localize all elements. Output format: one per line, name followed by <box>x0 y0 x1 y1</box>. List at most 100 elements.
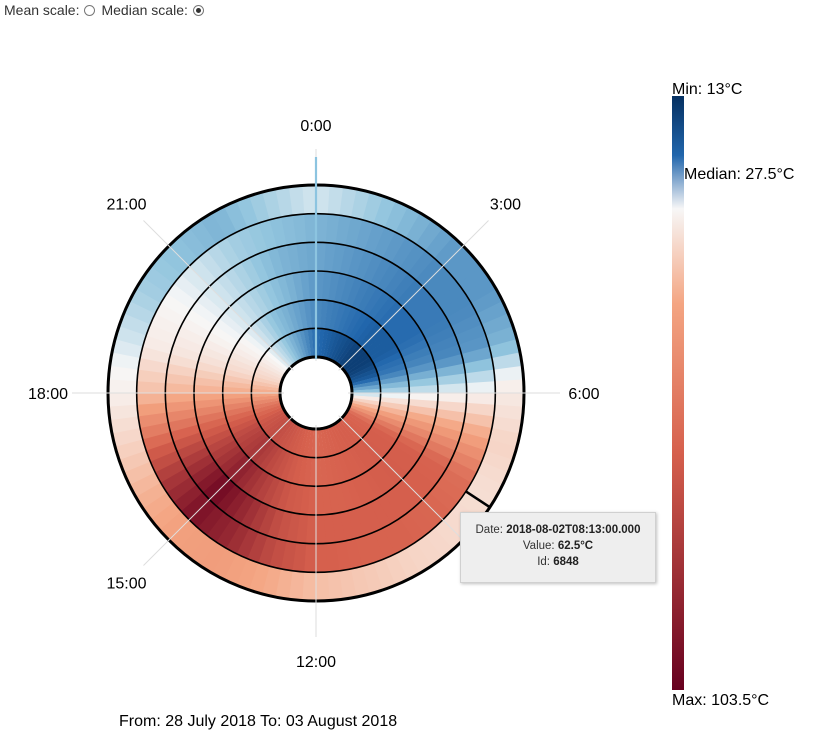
heatmap-cell[interactable] <box>367 291 391 320</box>
heatmap-cell[interactable] <box>251 380 281 389</box>
heatmap-cell[interactable] <box>485 439 517 461</box>
heatmap-cell[interactable] <box>463 412 494 429</box>
heatmap-cell[interactable] <box>285 454 300 484</box>
heatmap-cell[interactable] <box>118 449 151 473</box>
heatmap-cell[interactable] <box>215 517 241 549</box>
heatmap-cell[interactable] <box>318 428 325 458</box>
heatmap-cell[interactable] <box>129 288 162 314</box>
heatmap-cell[interactable] <box>247 470 270 499</box>
heatmap-cell[interactable] <box>209 478 236 507</box>
heatmap-cell[interactable] <box>329 333 345 361</box>
heatmap-cell[interactable] <box>376 494 400 524</box>
heatmap-cell[interactable] <box>170 424 201 442</box>
heatmap-cell[interactable] <box>406 361 436 376</box>
heatmap-cell[interactable] <box>299 427 309 457</box>
heatmap-cell[interactable] <box>335 421 356 447</box>
heatmap-cell[interactable] <box>255 283 276 313</box>
heatmap-cell[interactable] <box>435 476 466 503</box>
heatmap-cell[interactable] <box>320 428 329 458</box>
heatmap-cell[interactable] <box>384 200 409 233</box>
heatmap-cell[interactable] <box>276 510 293 541</box>
heatmap-cell[interactable] <box>276 421 296 447</box>
heatmap-cell[interactable] <box>246 531 268 563</box>
heatmap-cell[interactable] <box>350 188 371 220</box>
heatmap-cell[interactable] <box>307 486 316 515</box>
heatmap-cell[interactable] <box>203 338 233 358</box>
heatmap-cell[interactable] <box>203 428 233 447</box>
heatmap-cell[interactable] <box>299 329 310 359</box>
heatmap-cell[interactable] <box>311 428 316 458</box>
heatmap-cell[interactable] <box>226 231 250 263</box>
heatmap-cell[interactable] <box>358 438 382 464</box>
heatmap-cell[interactable] <box>214 318 243 342</box>
heatmap-cell[interactable] <box>231 494 255 524</box>
heatmap-cell[interactable] <box>257 505 277 536</box>
heatmap-cell[interactable] <box>288 570 305 601</box>
heatmap-cell[interactable] <box>212 206 238 238</box>
heatmap-cell[interactable] <box>331 512 346 543</box>
heatmap-cell[interactable] <box>279 452 296 482</box>
heatmap-cell[interactable] <box>173 334 204 354</box>
heatmap-cell[interactable] <box>200 345 230 363</box>
heatmap-cell[interactable] <box>441 293 472 319</box>
heatmap-cell[interactable] <box>334 336 353 364</box>
heatmap-cell[interactable] <box>377 362 407 377</box>
heatmap-cell[interactable] <box>383 489 408 519</box>
heatmap-cell[interactable] <box>214 444 242 468</box>
heatmap-cell[interactable] <box>138 412 169 428</box>
heatmap-cell[interactable] <box>206 433 236 454</box>
heatmap-cell[interactable] <box>240 498 263 529</box>
heatmap-cell[interactable] <box>202 473 230 500</box>
heatmap-cell[interactable] <box>323 513 336 544</box>
heatmap-cell[interactable] <box>349 368 378 382</box>
heatmap-cell[interactable] <box>434 236 464 267</box>
heatmap-cell[interactable] <box>377 409 407 424</box>
heatmap-cell[interactable] <box>267 247 285 278</box>
heatmap-cell[interactable] <box>199 541 227 574</box>
heatmap-cell[interactable] <box>291 301 304 331</box>
heatmap-cell[interactable] <box>165 400 196 413</box>
heatmap-cell[interactable] <box>135 482 167 509</box>
heatmap-cell[interactable] <box>241 466 265 495</box>
heatmap-cell[interactable] <box>325 542 340 572</box>
heatmap-cell[interactable] <box>328 455 341 485</box>
heatmap-cell[interactable] <box>331 335 349 362</box>
heatmap-cell[interactable] <box>373 528 396 559</box>
heatmap-cell[interactable] <box>379 401 409 412</box>
heatmap-cell[interactable] <box>286 512 301 543</box>
heatmap-cell[interactable] <box>159 510 190 541</box>
heatmap-cell[interactable] <box>325 214 341 244</box>
heatmap-cell[interactable] <box>115 325 147 347</box>
heatmap-cell[interactable] <box>185 453 215 477</box>
heatmap-cell[interactable] <box>327 185 344 216</box>
heatmap-cell[interactable] <box>111 338 143 359</box>
heatmap-cell[interactable] <box>259 315 281 342</box>
heatmap-cell[interactable] <box>328 272 341 302</box>
heatmap-cell[interactable] <box>307 328 314 358</box>
heatmap-cell[interactable] <box>355 441 378 468</box>
heatmap-cell[interactable] <box>316 185 331 215</box>
heatmap-cell[interactable] <box>402 423 432 441</box>
heatmap-cell[interactable] <box>222 392 252 400</box>
heatmap-cell[interactable] <box>429 274 459 302</box>
heatmap-cell[interactable] <box>493 365 524 382</box>
heatmap-cell[interactable] <box>327 426 341 455</box>
heatmap-cell[interactable] <box>339 418 362 442</box>
heatmap-cell[interactable] <box>150 313 182 336</box>
heatmap-cell[interactable] <box>225 362 255 377</box>
heatmap-cell[interactable] <box>405 542 432 574</box>
heatmap-cell[interactable] <box>235 462 260 490</box>
heatmap-cell[interactable] <box>269 277 287 307</box>
heatmap-cell[interactable] <box>377 262 401 292</box>
heatmap-cell[interactable] <box>206 331 236 352</box>
heatmap-cell[interactable] <box>173 274 204 302</box>
heatmap-cell[interactable] <box>258 219 278 251</box>
heatmap-cell[interactable] <box>291 331 305 360</box>
heatmap-cell[interactable] <box>324 300 335 330</box>
heatmap-cell[interactable] <box>363 532 385 564</box>
heatmap-cell[interactable] <box>367 336 394 358</box>
heatmap-cell[interactable] <box>123 300 156 325</box>
heatmap-cell[interactable] <box>347 508 365 539</box>
heatmap-cell[interactable] <box>198 416 228 433</box>
heatmap-cell[interactable] <box>340 450 358 480</box>
